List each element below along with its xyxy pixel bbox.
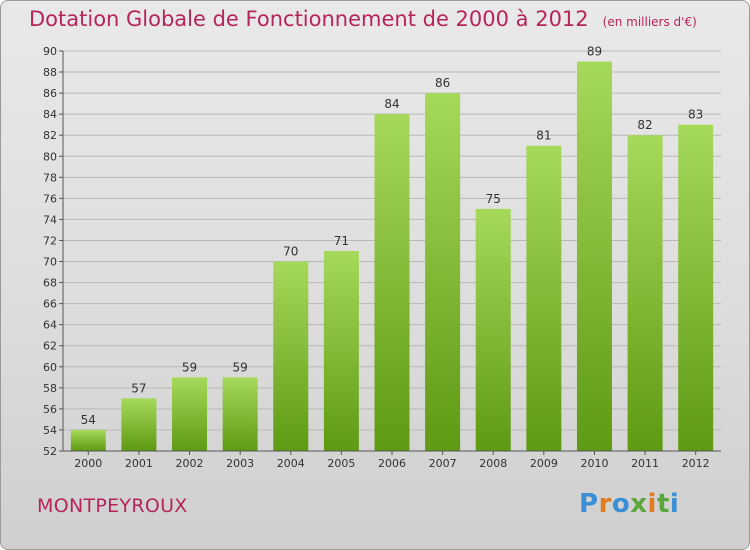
- bar-value-label: 54: [81, 413, 96, 427]
- x-tick-label: 2000: [74, 457, 102, 470]
- x-tick-label: 2007: [429, 457, 457, 470]
- bar: [172, 377, 208, 451]
- commune-name: MONTPEYROUX: [37, 495, 188, 517]
- bar-value-label: 86: [435, 76, 450, 90]
- bar-value-label: 70: [283, 245, 298, 259]
- x-tick-label: 2006: [378, 457, 406, 470]
- labels: 52 54 56 58 60 62 64 66 68 70 72 74 76 78 80 82 84 86 88 90…: [43, 45, 710, 470]
- proxiti-logo: Proxiti: [579, 489, 679, 519]
- chart-title: Dotation Globale de Fonctionnement de 20…: [29, 7, 697, 31]
- x-tick-label: 2003: [226, 457, 254, 470]
- logo-letter: i: [669, 489, 680, 519]
- y-tick-label: 86: [43, 87, 57, 100]
- y-tick-label: 68: [43, 277, 57, 290]
- logo-letter: o: [611, 489, 631, 519]
- y-tick-label: 52: [43, 445, 57, 458]
- x-tick-label: 2009: [530, 457, 558, 470]
- y-tick-label: 76: [43, 192, 57, 205]
- y-tick-label: 72: [43, 234, 57, 247]
- y-tick-label: 62: [43, 340, 57, 353]
- bar-value-label: 59: [182, 360, 197, 374]
- bar: [475, 208, 511, 451]
- bar: [323, 251, 359, 451]
- bar-value-label: 75: [486, 192, 501, 206]
- x-tick-label: 2011: [631, 457, 659, 470]
- y-tick-label: 78: [43, 171, 57, 184]
- x-tick-label: 2008: [479, 457, 507, 470]
- logo-letter: i: [647, 489, 657, 519]
- y-tick-label: 82: [43, 129, 57, 142]
- bar-value-label: 84: [384, 97, 399, 111]
- y-tick-label: 74: [43, 213, 57, 226]
- logo-letter: x: [630, 489, 648, 519]
- y-tick-label: 56: [43, 403, 57, 416]
- chart-unit: (en milliers d'€): [602, 15, 697, 29]
- chart-title-text: Dotation Globale de Fonctionnement de 20…: [29, 7, 589, 31]
- axes: [59, 50, 721, 455]
- x-tick-label: 2001: [125, 457, 153, 470]
- bar-value-label: 89: [587, 45, 602, 59]
- logo-letter: r: [598, 489, 612, 519]
- bar-value-label: 71: [334, 234, 349, 248]
- y-tick-label: 90: [43, 45, 57, 58]
- bar: [222, 377, 258, 451]
- bar-value-label: 83: [688, 108, 703, 122]
- x-tick-label: 2010: [580, 457, 608, 470]
- bar-value-label: 59: [233, 360, 248, 374]
- bar: [70, 429, 106, 451]
- bar-value-label: 82: [637, 118, 652, 132]
- x-tick-label: 2012: [682, 457, 710, 470]
- y-tick-label: 54: [43, 424, 57, 437]
- x-tick-label: 2004: [277, 457, 305, 470]
- bar: [374, 114, 410, 451]
- bar: [121, 398, 157, 451]
- y-tick-label: 64: [43, 319, 57, 332]
- y-tick-label: 80: [43, 150, 57, 163]
- y-tick-label: 88: [43, 66, 57, 79]
- x-tick-label: 2002: [176, 457, 204, 470]
- logo-letter: t: [656, 489, 670, 519]
- bar: [627, 135, 663, 452]
- x-tick-label: 2005: [327, 457, 355, 470]
- bar: [576, 61, 612, 452]
- bar-value-label: 57: [131, 381, 146, 395]
- y-tick-label: 66: [43, 298, 57, 311]
- logo-letter: P: [579, 489, 599, 519]
- y-tick-label: 70: [43, 256, 57, 269]
- bars: [70, 61, 714, 452]
- bar: [678, 124, 714, 452]
- y-tick-label: 60: [43, 361, 57, 374]
- bar-value-label: 81: [536, 129, 551, 143]
- y-tick-label: 58: [43, 382, 57, 395]
- bar: [425, 93, 461, 452]
- bar: [273, 261, 309, 451]
- bar: [526, 145, 562, 451]
- y-tick-label: 84: [43, 108, 57, 121]
